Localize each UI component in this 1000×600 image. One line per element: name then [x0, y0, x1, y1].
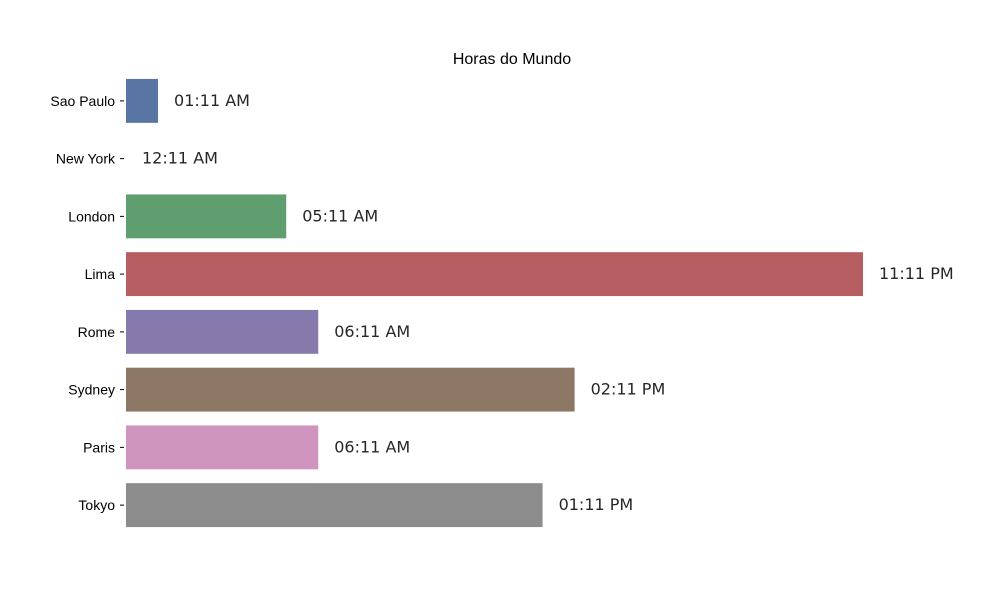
y-tick-label: Lima [85, 266, 116, 282]
data-label: 01:11 AM [174, 91, 250, 110]
data-label: 01:11 PM [559, 495, 634, 514]
y-tick-label: Sao Paulo [50, 93, 115, 109]
y-tick-label: Sydney [68, 382, 115, 398]
y-tick-label: Paris [83, 439, 115, 455]
data-label: 05:11 AM [302, 206, 378, 225]
y-axis-ticks: Sao Paulo New York London Lima Rome Sydney Par… [50, 93, 124, 513]
data-label: 12:11 AM [142, 149, 218, 168]
y-tick-label: London [68, 208, 115, 224]
data-label: 06:11 AM [334, 322, 410, 341]
bar-lima [126, 252, 863, 297]
bar-paris [126, 425, 319, 470]
bar-sao-paulo [126, 78, 159, 123]
data-label: 06:11 AM [334, 437, 410, 456]
data-label: 02:11 PM [591, 380, 666, 399]
data-labels: 01:11 AM 12:11 AM 05:11 AM 11:11 PM 06:11 AM… [142, 91, 954, 514]
data-label: 11:11 PM [879, 264, 954, 283]
y-tick-label: Tokyo [78, 497, 115, 513]
bar-rome [126, 309, 319, 354]
bar-sydney [126, 367, 575, 412]
y-tick-label: New York [56, 151, 116, 167]
bar-london [126, 194, 287, 239]
bars-group [126, 78, 863, 528]
chart-title: Horas do Mundo [453, 51, 571, 68]
y-tick-label: Rome [78, 324, 116, 340]
bar-tokyo [126, 483, 543, 528]
